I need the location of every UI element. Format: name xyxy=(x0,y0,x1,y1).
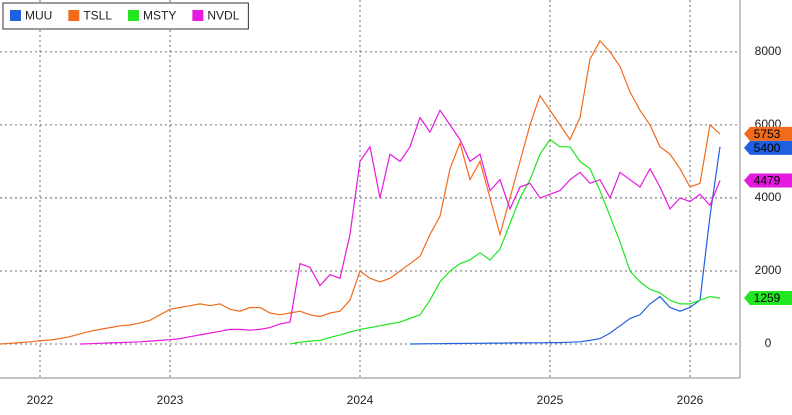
value-label: 1259 xyxy=(754,291,781,305)
value-tag xyxy=(744,173,792,188)
x-tick-label: 2022 xyxy=(27,393,54,407)
x-tick-label: 2024 xyxy=(347,393,374,407)
legend-label: NVDL xyxy=(207,9,239,23)
legend-label: MUU xyxy=(25,9,52,23)
value-tag xyxy=(744,140,792,155)
series-line xyxy=(289,138,721,345)
value-label: 5400 xyxy=(754,141,781,155)
y-tick-label: 0 xyxy=(765,336,772,350)
series-line xyxy=(409,146,721,345)
value-label: 5753 xyxy=(754,127,781,141)
x-tick-label: 2025 xyxy=(537,393,564,407)
legend-swatch xyxy=(128,10,140,21)
x-tick-label: 2026 xyxy=(677,393,704,407)
value-tag xyxy=(744,291,792,306)
y-tick-label: 8000 xyxy=(755,44,782,58)
series-line xyxy=(79,109,721,345)
y-tick-label: 4000 xyxy=(755,190,782,204)
value-label: 4479 xyxy=(754,174,781,188)
legend-box xyxy=(2,2,249,30)
x-tick-label: 2023 xyxy=(157,393,184,407)
legend-label: TSLL xyxy=(83,9,112,23)
legend-swatch xyxy=(192,10,204,21)
y-tick-label: 2000 xyxy=(755,263,782,277)
series-line xyxy=(0,39,721,345)
value-tag xyxy=(744,126,792,141)
legend-swatch xyxy=(68,10,80,21)
legend-swatch xyxy=(10,10,21,21)
legend-label: MSTY xyxy=(143,9,176,23)
